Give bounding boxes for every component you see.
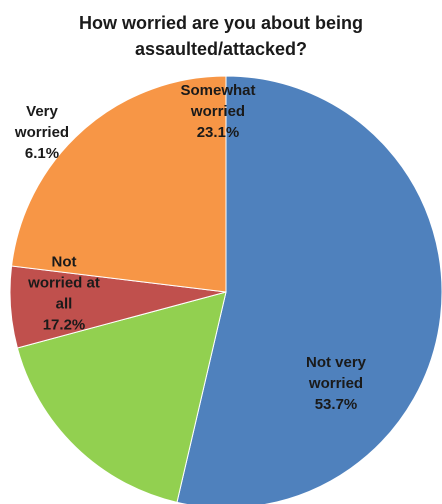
slice-value-label: 23.1%: [197, 124, 240, 141]
slice-label-1: Not very worried 53.7%: [306, 354, 367, 413]
chart-title-line-1: How worried are you about being: [78, 13, 364, 33]
slice-category-label: worried: [308, 375, 363, 392]
slice-category-label: Somewhat: [180, 82, 255, 99]
slice-category-label: worried: [190, 103, 245, 120]
chart-title: How worried are you about being assaulte…: [0, 10, 442, 62]
slice-category-label: worried: [14, 124, 69, 141]
slice-value-label: 6.1%: [25, 145, 59, 162]
slice-value-label: 53.7%: [315, 396, 358, 413]
slice-category-label: worried at: [27, 275, 100, 292]
slice-category-label: all: [56, 296, 73, 313]
slice-value-label: 17.2%: [43, 317, 86, 334]
slice-label-2: Not worried at all 17.2%: [27, 254, 100, 334]
pie-slice-2: [16, 291, 227, 503]
slice-category-label: Very: [26, 103, 58, 120]
pie-slice-4: [11, 75, 227, 293]
pie-slice-1: [176, 75, 442, 504]
slice-category-label: Not: [52, 254, 77, 271]
slice-category-label: Not very: [306, 354, 367, 371]
slice-label-4: Somewhat worried 23.1%: [180, 82, 255, 141]
slice-label-3: Very worried 6.1%: [14, 103, 69, 162]
chart-title-line-2: assaulted/attacked?: [134, 39, 308, 59]
